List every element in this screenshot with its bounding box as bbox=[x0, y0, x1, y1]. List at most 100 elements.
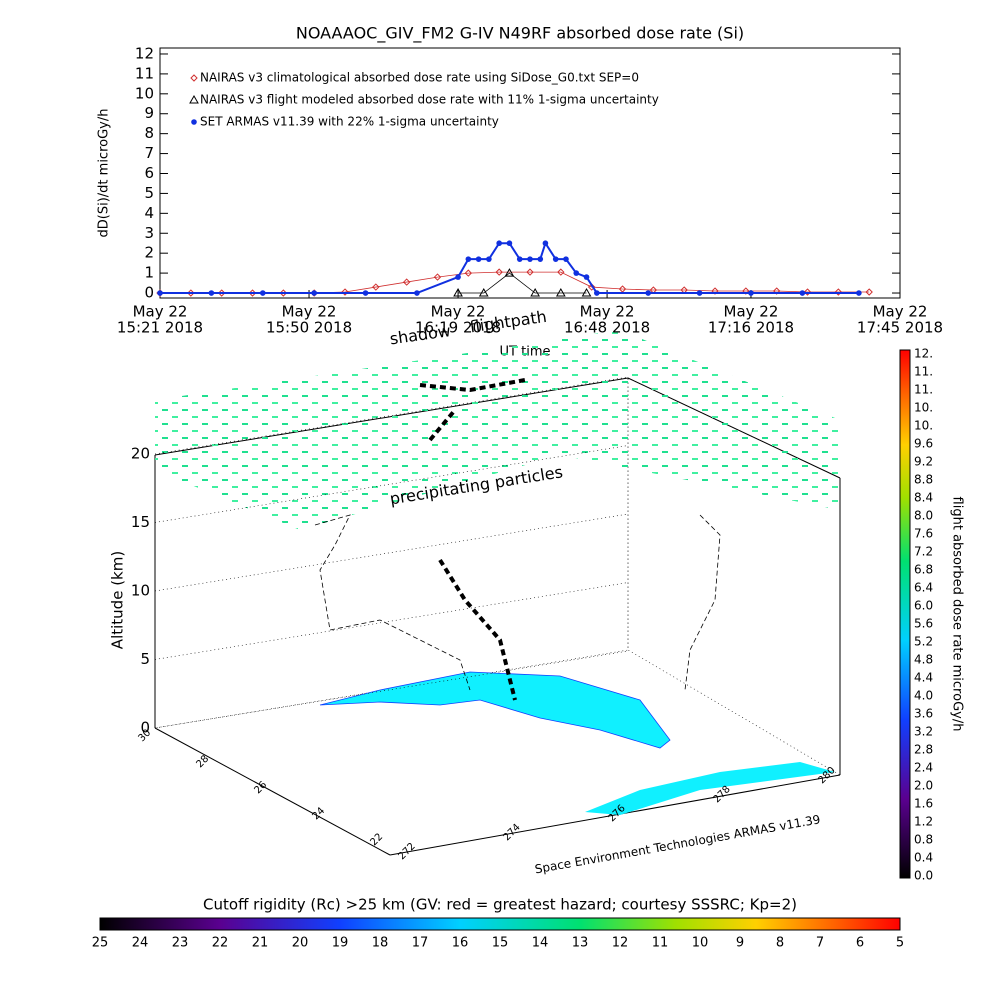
chart-title: NOAAAOC_GIV_FM2 G-IV N49RF absorbed dose… bbox=[296, 24, 744, 44]
marker bbox=[803, 288, 812, 296]
legend-label: NAIRAS v3 climatological absorbed dose r… bbox=[200, 71, 639, 85]
marker bbox=[537, 256, 544, 262]
legend-label: SET ARMAS v11.39 with 22% 1-sigma uncert… bbox=[200, 115, 499, 129]
colorbar-label: 8.8 bbox=[914, 473, 933, 487]
marker bbox=[587, 283, 596, 291]
series-line bbox=[160, 240, 859, 295]
shadow-track bbox=[684, 514, 721, 691]
marker bbox=[834, 288, 843, 296]
marker bbox=[157, 290, 163, 296]
y-tick-label: 8 bbox=[144, 124, 154, 142]
marker bbox=[341, 288, 349, 296]
x-tick-date: May 22 bbox=[580, 303, 635, 321]
flight-track bbox=[419, 378, 526, 701]
colorbar-label: 11. bbox=[914, 383, 933, 397]
marker bbox=[496, 240, 502, 247]
x-tick-label: 16:48 2018 bbox=[564, 319, 650, 337]
colorbar-label: 7.2 bbox=[914, 545, 933, 559]
colorbar-title: flight absorbed dose rate microGy/h bbox=[950, 497, 965, 732]
colorbar-label: 14 bbox=[532, 936, 549, 951]
marker bbox=[856, 290, 862, 296]
y-tick-label: 5 bbox=[144, 184, 154, 202]
colorbar-label: 11 bbox=[652, 936, 669, 951]
cuba bbox=[585, 762, 835, 815]
colorbar-label: 12. bbox=[914, 347, 933, 361]
z-tick-label: 10 bbox=[131, 582, 150, 600]
plot-3d: shadow flightpath precipitating particle… bbox=[109, 307, 841, 876]
axis-line bbox=[154, 727, 391, 856]
legend-label: NAIRAS v3 flight modeled absorbed dose r… bbox=[200, 93, 659, 107]
marker bbox=[799, 290, 806, 296]
lat-tick-label: 30 bbox=[136, 727, 153, 744]
colorbar-label: 8 bbox=[776, 936, 784, 951]
marker bbox=[542, 240, 549, 247]
colorbar-label: 6.8 bbox=[914, 563, 933, 577]
marker bbox=[555, 288, 566, 297]
colorbar-label: 23 bbox=[172, 936, 189, 951]
colorbar-label: 2.4 bbox=[914, 761, 933, 775]
colorbar-label: 19 bbox=[332, 936, 349, 951]
marker bbox=[742, 287, 750, 295]
colorbar-label: 9.2 bbox=[914, 455, 933, 469]
colorbar-label: 3.6 bbox=[914, 707, 933, 721]
marker bbox=[645, 290, 651, 296]
y-tick-label: 4 bbox=[144, 204, 154, 222]
lat-tick-label: 28 bbox=[194, 753, 211, 770]
marker bbox=[557, 268, 565, 276]
x-tick-date: May 22 bbox=[724, 303, 779, 321]
y-tick-label: 12 bbox=[135, 44, 154, 62]
marker bbox=[506, 240, 513, 247]
marker bbox=[573, 270, 580, 276]
y-axis-label: dD(Si)/dt microGy/h bbox=[97, 109, 112, 238]
colorbar-label: 5.2 bbox=[914, 635, 933, 649]
colorbar-label: 18 bbox=[372, 936, 389, 951]
marker bbox=[711, 287, 719, 295]
marker bbox=[486, 256, 492, 262]
marker bbox=[504, 268, 515, 277]
colorbar-label: 22 bbox=[212, 936, 229, 951]
x-tick-date: May 22 bbox=[133, 303, 188, 321]
y-tick-label: 9 bbox=[144, 104, 154, 122]
colorbar-label: 3.2 bbox=[914, 725, 933, 739]
colorbar-label: 17 bbox=[412, 936, 429, 951]
colorbar-label: 8.0 bbox=[914, 509, 933, 523]
colorbar-label: 6 bbox=[856, 936, 864, 951]
y-tick-label: 7 bbox=[144, 144, 154, 162]
y-tick-label: 3 bbox=[144, 224, 154, 242]
marker bbox=[372, 283, 380, 291]
shadow-track bbox=[314, 514, 471, 691]
colorbar-label: 20 bbox=[292, 936, 309, 951]
marker bbox=[581, 288, 592, 297]
z-grid bbox=[154, 513, 629, 592]
y-tick-label: 0 bbox=[144, 284, 154, 302]
colorbar-label: 5 bbox=[896, 936, 904, 951]
marker bbox=[530, 288, 541, 297]
marker bbox=[259, 290, 266, 296]
colorbar-label: 9 bbox=[736, 936, 744, 951]
legend-marker bbox=[190, 74, 198, 82]
dose-colorbar bbox=[899, 349, 911, 879]
colorbar-label: 4.0 bbox=[914, 689, 933, 703]
rigidity-colorbar bbox=[99, 917, 901, 931]
colorbar-label: 10. bbox=[914, 401, 933, 415]
marker bbox=[527, 256, 533, 262]
marker bbox=[475, 256, 482, 262]
marker bbox=[583, 274, 590, 280]
marker bbox=[552, 256, 559, 262]
colorbar-label: 15 bbox=[492, 936, 509, 951]
marker bbox=[748, 290, 754, 296]
marker bbox=[465, 256, 472, 262]
z-tick-label: 20 bbox=[131, 445, 150, 463]
colorbar-label: 5.6 bbox=[914, 617, 933, 631]
x-tick-label: 16:19 2018 bbox=[415, 319, 501, 337]
colorbar-label: 11. bbox=[914, 365, 933, 379]
colorbar-label: 13 bbox=[572, 936, 589, 951]
particles-cloud bbox=[155, 330, 840, 530]
colorbar-label: 6.0 bbox=[914, 599, 933, 613]
y-tick-label: 2 bbox=[144, 244, 154, 262]
lon-tick-label: 274 bbox=[501, 822, 522, 843]
colorbar-label: 8.4 bbox=[914, 491, 933, 505]
z-tick-label: 5 bbox=[140, 650, 150, 668]
colorbar-label: 0.4 bbox=[914, 851, 933, 865]
y-tick-label: 10 bbox=[135, 84, 154, 102]
